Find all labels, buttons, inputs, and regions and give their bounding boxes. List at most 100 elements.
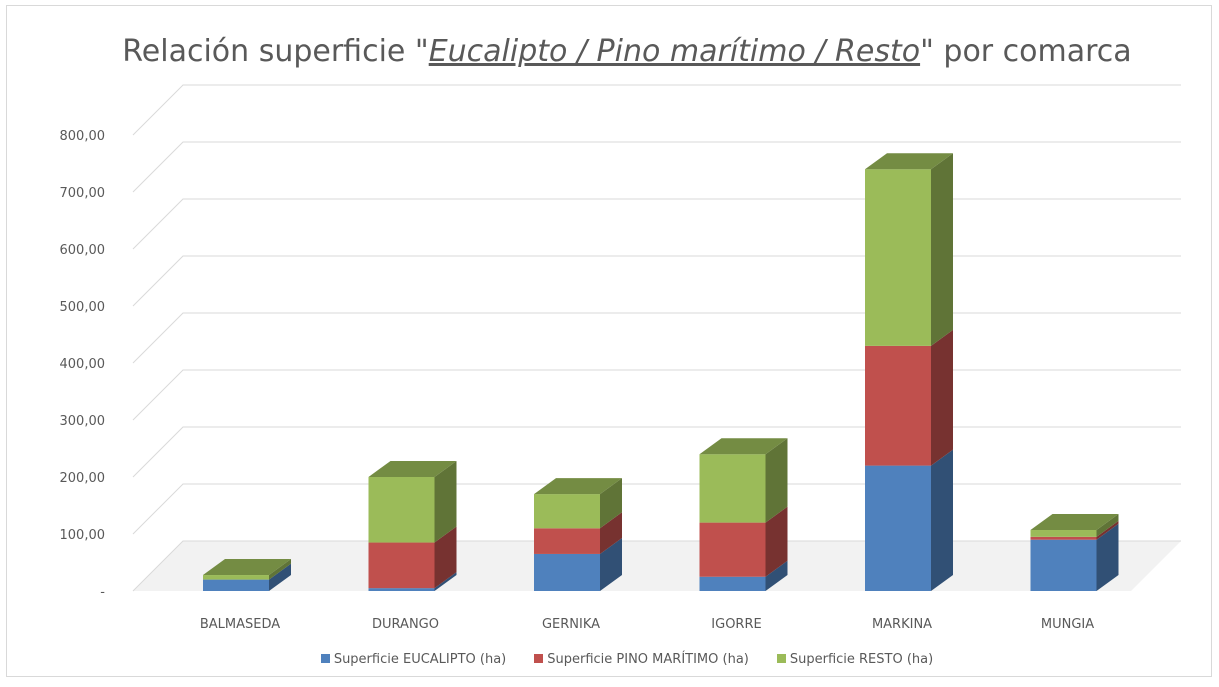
bar-segment [534,537,622,591]
x-tick-label: MARKINA [872,617,932,632]
bar-front-face [368,477,435,543]
legend-swatch [776,654,786,663]
bar-top-face [1030,514,1119,531]
bar-segment [534,478,622,529]
gridline [132,483,1181,535]
bar-side-face [1096,523,1119,591]
legend-label: Superficie PINO MARÍTIMO (ha) [547,652,749,667]
x-tick-label: MUNGIA [1041,617,1094,632]
bar-front-face [368,542,435,589]
gridline [132,426,1181,478]
gridline [132,369,1181,421]
chart-title: Relación superficie "Eucalipto / Pino ma… [7,34,1219,69]
bar-front-face [534,528,600,554]
gridline [132,84,1181,136]
bar-front-face [368,588,435,591]
bar-top-face [699,438,788,455]
bar-segment [534,512,622,554]
x-tick-label: GERNIKA [542,617,600,632]
legend-label: Superficie RESTO (ha) [789,652,934,667]
chart-plot-area: - 100,00 200,00 300,00 400,00 500,00 600,00 700… [60,84,1181,632]
bar-front-face [865,465,931,591]
bar-side-face [600,478,622,529]
legend-item: Superficie EUCALIPTO (ha) [320,652,507,667]
chart-title-start: Relación superficie " [122,34,429,69]
gridline [132,255,1181,307]
bar-front-face [534,553,600,591]
bar-segment [1030,520,1119,540]
chart-bars [203,153,1119,591]
legend-label: Superficie EUCALIPTO (ha) [333,652,507,667]
bar-side-face [765,506,788,577]
bar-segment [865,153,953,346]
bar-front-face [699,454,766,523]
bar-front-face [699,522,766,577]
bar-segment [865,329,953,466]
bar-side-face [269,559,291,580]
bar-side-face [434,461,457,543]
y-tick-label: 700,00 [60,186,106,201]
legend-item: Superficie PINO MARÍTIMO (ha) [534,652,749,667]
bar-front-face [699,576,766,591]
bar-side-face [931,153,953,346]
chart-title-emphasis: Eucalipto / Pino marítimo / Resto [428,34,921,69]
y-tick-label: 100,00 [60,528,106,543]
legend-swatch [320,654,330,663]
y-tick-label: 600,00 [60,243,106,258]
bar-segment [368,526,457,589]
x-tick-label: DURANGO [372,617,439,632]
bar-segment [368,572,457,591]
bar-segment [203,559,291,580]
legend-swatch [534,654,544,663]
bar-front-face [203,575,269,580]
y-tick-label: 800,00 [60,129,106,144]
bar-segment [203,563,291,591]
y-tick-label: 400,00 [60,357,106,372]
bar-side-face [600,537,622,591]
bar-side-face [765,560,788,591]
x-axis-tick-labels: BALMASEDA DURANGO GERNIKA IGORRE MARKINA MUNG… [200,617,1094,632]
bar-segment [699,560,788,591]
bar-segment [699,438,788,523]
y-axis-tick-labels: - 100,00 200,00 300,00 400,00 500,00 600,00 700… [60,129,106,600]
y-tick-label: 200,00 [60,471,106,486]
bar-front-face [534,494,600,529]
bar-top-face [203,559,291,576]
bar-segment [699,506,788,577]
bar-side-face [931,449,953,591]
gridline [132,198,1181,250]
x-tick-label: IGORRE [711,617,761,632]
bar-front-face [1030,536,1097,540]
legend-item: Superficie RESTO (ha) [776,652,934,667]
x-tick-label: BALMASEDA [200,617,280,632]
gridline [132,141,1181,193]
bar-side-face [434,572,457,591]
y-tick-label: - [100,585,105,600]
bar-segment [1030,514,1119,537]
bar-front-face [203,579,269,591]
bar-top-face [865,153,953,170]
bar-side-face [1096,514,1119,537]
bar-front-face [1030,539,1097,591]
bar-front-face [865,169,931,346]
bar-side-face [434,526,457,589]
y-tick-label: 500,00 [60,300,106,315]
bar-segment [1030,523,1119,591]
chart-title-end: " por comarca [920,34,1132,69]
bar-front-face [865,345,931,466]
bar-side-face [931,329,953,466]
bar-front-face [1030,530,1097,537]
bar-side-face [269,563,291,591]
bar-segment [368,461,457,543]
gridline [132,312,1181,364]
bar-top-face [534,478,622,495]
bar-side-face [600,512,622,554]
chart-gridlines [132,84,1181,592]
y-tick-label: 300,00 [60,414,106,429]
chart-legend: Superficie EUCALIPTO (ha) Superficie PINO… [7,652,1219,667]
chart-frame: Relación superficie "Eucalipto / Pino ma… [6,5,1212,677]
bar-top-face [368,461,457,477]
bar-side-face [1096,520,1119,540]
gridline [132,540,1181,592]
bar-segment [865,449,953,591]
